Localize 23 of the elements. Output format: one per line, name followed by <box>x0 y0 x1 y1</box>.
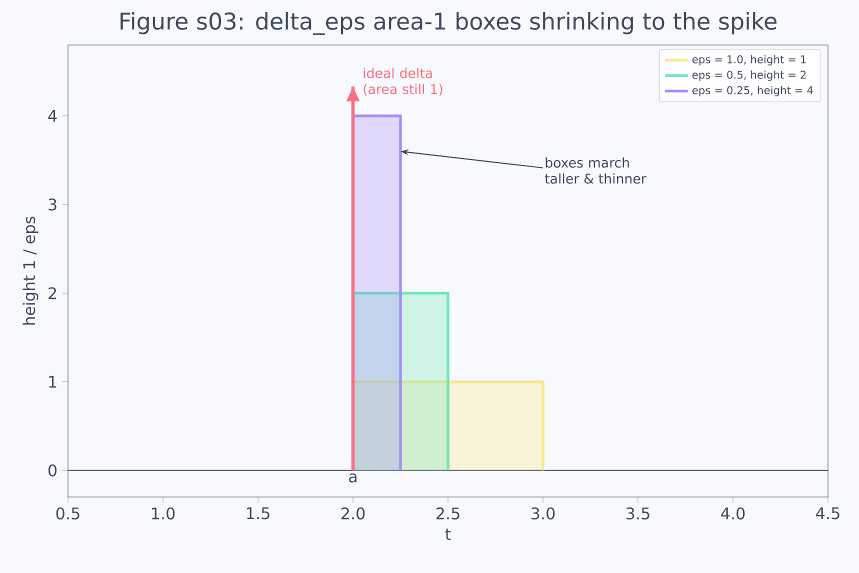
legend-label: eps = 1.0, height = 1 <box>692 55 806 66</box>
x-tick-label: 0.5 <box>56 507 80 520</box>
y-tick-label: 1 <box>49 376 56 388</box>
y-tick-label: 2 <box>48 287 56 300</box>
chart-title: Figure s03: delta_eps area-1 boxes shrinking to the spike <box>120 12 776 35</box>
x-tick-label: 1.5 <box>247 507 270 520</box>
x-tick-label: 4.0 <box>721 507 745 520</box>
annotation: a <box>349 473 356 483</box>
x-tick-label: 3.0 <box>531 507 555 520</box>
annotation: boxes march taller & thinner <box>544 157 646 184</box>
x-axis-title: t <box>445 528 451 540</box>
x-tick-label: 4.5 <box>816 507 840 520</box>
y-tick-label: 0 <box>48 464 57 476</box>
x-tick-label: 2.0 <box>341 507 365 520</box>
x-tick-label: 3.5 <box>626 507 650 520</box>
annotation: ideal delta (area still 1) <box>364 68 442 96</box>
x-tick-label: 1.0 <box>152 507 175 520</box>
x-tick-label: 2.5 <box>436 507 460 520</box>
legend-label: eps = 0.25, height = 4 <box>692 86 813 96</box>
y-tick-label: 4 <box>48 110 57 122</box>
y-tick-label: 3 <box>48 198 56 211</box>
y-axis-title: height 1 / eps <box>22 216 38 325</box>
legend-label: eps = 0.5, height = 2 <box>692 70 806 81</box>
